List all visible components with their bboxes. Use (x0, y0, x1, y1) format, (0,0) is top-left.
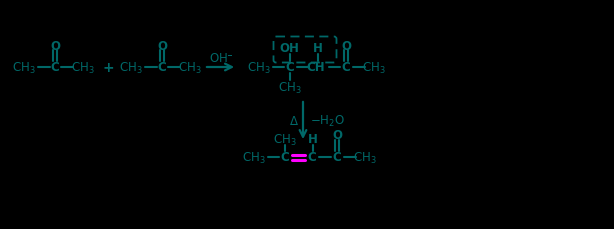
Text: C: C (50, 61, 60, 74)
Text: $\mathregular{CH_3}$: $\mathregular{CH_3}$ (178, 60, 202, 75)
Text: $\mathregular{OH^{\overline{\;}} }$: $\mathregular{OH^{\overline{\;}} }$ (209, 52, 231, 65)
Text: $\mathregular{CH_3}$: $\mathregular{CH_3}$ (362, 60, 386, 75)
Text: CH: CH (306, 61, 325, 74)
Text: C: C (308, 151, 316, 164)
Text: $\mathregular{CH_3}$: $\mathregular{CH_3}$ (353, 150, 377, 165)
Text: H: H (308, 133, 318, 146)
Text: $\mathregular{CH_3}$: $\mathregular{CH_3}$ (247, 60, 271, 75)
Text: $\mathregular{CH_3}$: $\mathregular{CH_3}$ (242, 150, 266, 165)
Text: +: + (102, 61, 114, 75)
Text: O: O (50, 39, 60, 52)
Text: H: H (313, 42, 323, 55)
Text: $\mathregular{CH_3}$: $\mathregular{CH_3}$ (273, 132, 297, 147)
Text: C: C (286, 61, 294, 74)
Text: C: C (341, 61, 351, 74)
Text: $\mathregular{CH_3}$: $\mathregular{CH_3}$ (71, 60, 95, 75)
Text: $\mathregular{-H_2O}$: $\mathregular{-H_2O}$ (311, 113, 346, 128)
Text: $\mathregular{CH_3}$: $\mathregular{CH_3}$ (278, 80, 302, 95)
Text: $\mathregular{CH_3}$: $\mathregular{CH_3}$ (12, 60, 36, 75)
Text: $\mathregular{CH_3}$: $\mathregular{CH_3}$ (119, 60, 143, 75)
Text: OH: OH (279, 42, 299, 55)
Text: $\Delta$: $\Delta$ (289, 114, 299, 128)
Text: C: C (333, 151, 341, 164)
Text: C: C (158, 61, 166, 74)
Text: C: C (281, 151, 289, 164)
Text: O: O (332, 129, 342, 142)
Text: O: O (341, 39, 351, 52)
Text: O: O (157, 39, 167, 52)
